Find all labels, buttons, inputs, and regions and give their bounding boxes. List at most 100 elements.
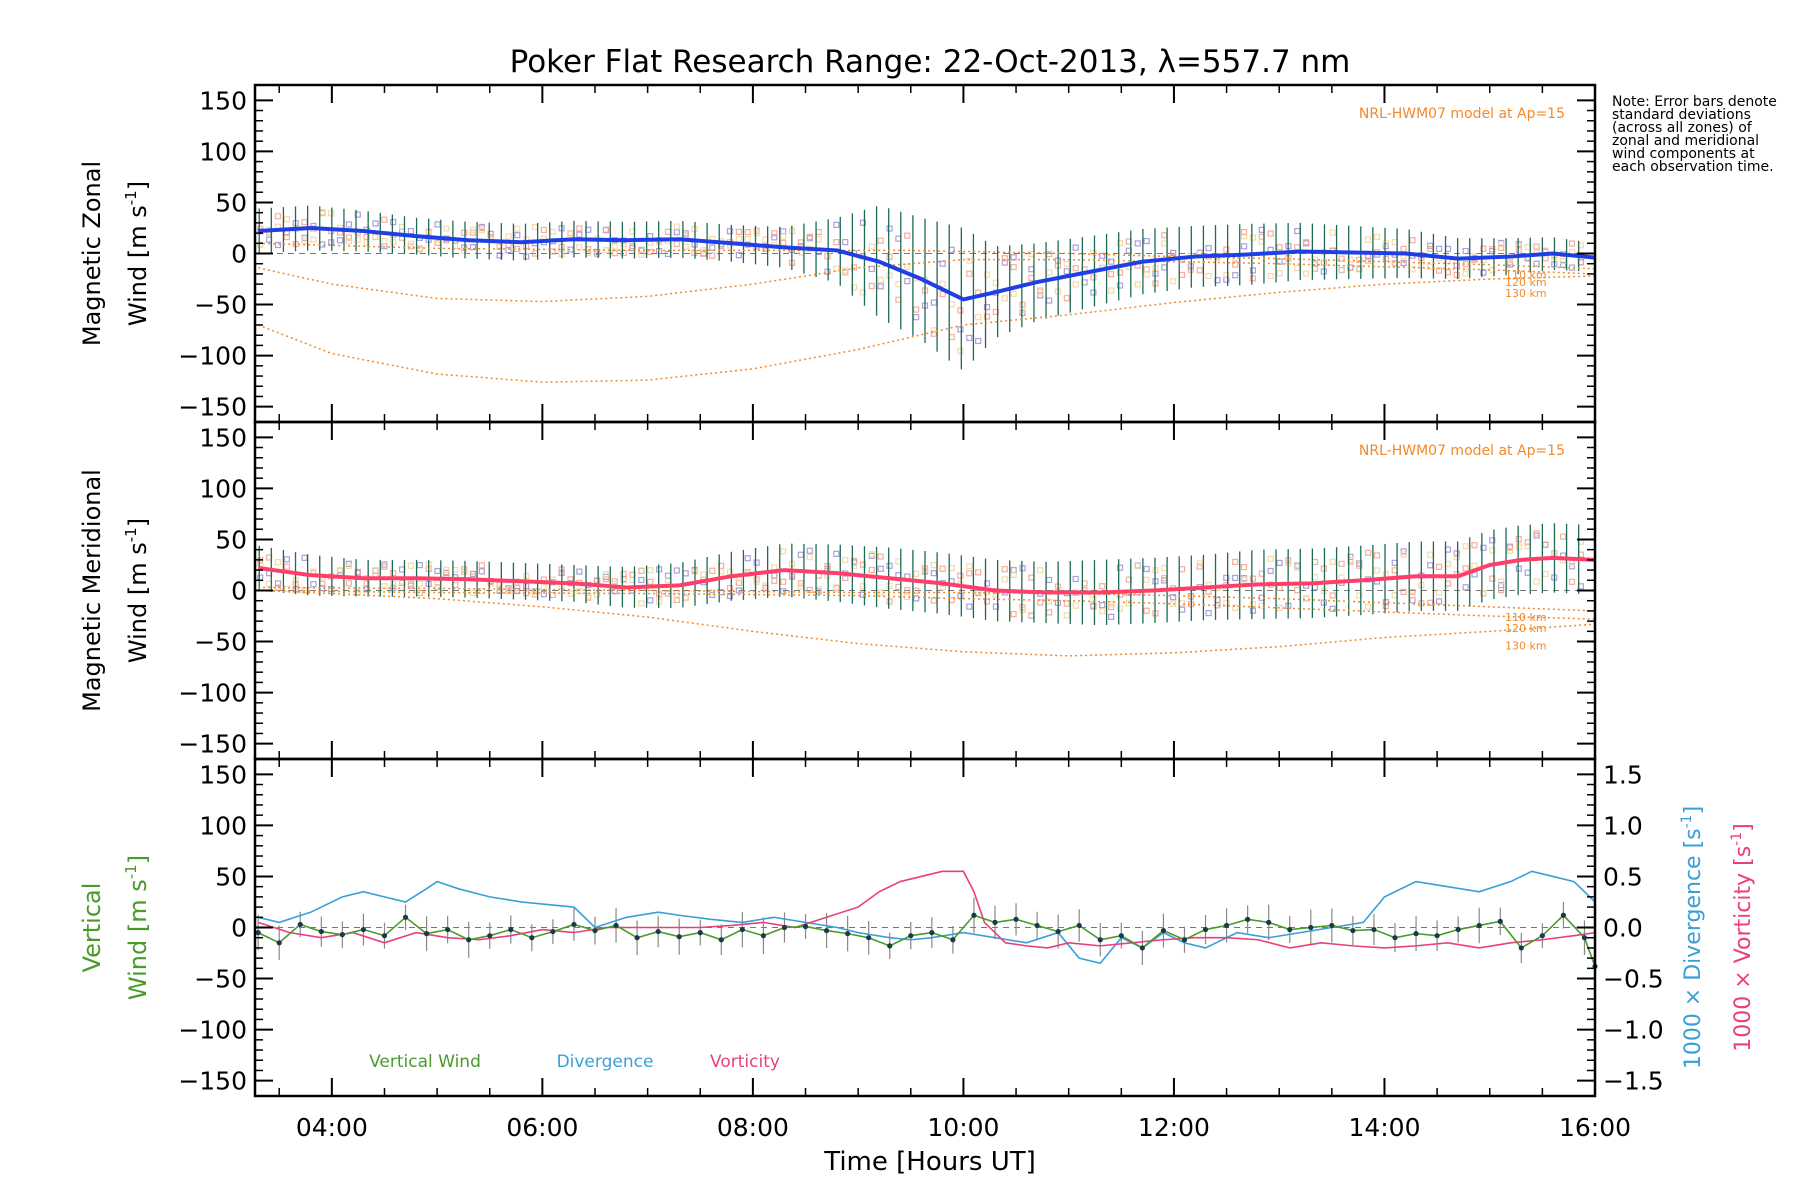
- scatter-point: [983, 313, 991, 320]
- scatter-point: [1001, 295, 1008, 302]
- scatter-point: [833, 550, 840, 557]
- scatter-point: [1276, 270, 1283, 277]
- y-tick-label: 150: [199, 423, 247, 452]
- scatter-point: [274, 559, 282, 566]
- vertical-wind-point: [781, 924, 788, 931]
- y-tick-label: 50: [215, 862, 247, 891]
- scatter-point: [1019, 301, 1026, 308]
- scatter-point: [1515, 242, 1522, 249]
- model-altitude-label: 130 km: [1505, 639, 1547, 652]
- legend-item: Divergence: [557, 1052, 654, 1072]
- scatter-point: [833, 239, 840, 246]
- scatter-point: [1462, 543, 1469, 550]
- scatter-point: [868, 282, 875, 290]
- scatter-point: [975, 569, 982, 576]
- scatter-point: [398, 579, 406, 587]
- scatter-point: [966, 563, 973, 570]
- scatter-point: [939, 260, 946, 267]
- x-tick-label: 10:00: [927, 1113, 999, 1142]
- scatter-point: [416, 589, 423, 597]
- x-tick-label: 08:00: [717, 1113, 789, 1142]
- y-tick-label: 0: [231, 240, 247, 269]
- y-tick-label: −50: [194, 965, 247, 994]
- scatter-point: [1143, 237, 1150, 245]
- vertical-wind-point: [1371, 926, 1377, 933]
- scatter-point: [602, 571, 610, 578]
- scatter-point: [1232, 261, 1239, 268]
- scatter-point: [842, 238, 849, 246]
- scatter-point: [957, 592, 964, 600]
- scatter-point: [975, 337, 982, 345]
- y2-tick-label: 0.5: [1603, 862, 1643, 891]
- scatter-point: [647, 248, 654, 256]
- scatter-point: [1196, 563, 1203, 570]
- scatter-point: [1542, 541, 1549, 548]
- scatter-point: [1303, 270, 1310, 277]
- vertical-wind-point: [402, 914, 409, 920]
- scatter-point: [780, 228, 787, 235]
- vertical-wind-point: [1497, 918, 1503, 924]
- y2-tick-label: −0.5: [1603, 965, 1664, 994]
- scatter-point: [957, 307, 964, 314]
- scatter-point: [1560, 258, 1567, 265]
- scatter-point: [514, 232, 521, 239]
- scatter-point: [1090, 602, 1097, 609]
- scatter-point: [1116, 282, 1124, 289]
- vertical-wind-point: [634, 935, 640, 941]
- scatter-point: [771, 572, 778, 579]
- scatter-point: [1382, 571, 1389, 578]
- scatter-point: [602, 226, 610, 233]
- scatter-point: [1143, 266, 1150, 273]
- scatter-point: [1294, 227, 1301, 235]
- scatter-point: [992, 279, 1000, 286]
- scatter-point: [1240, 575, 1248, 582]
- scatter-point: [1382, 255, 1389, 262]
- scatter-point: [469, 244, 477, 251]
- y-tick-label: −150: [178, 730, 247, 759]
- scatter-point: [593, 250, 601, 257]
- scatter-point: [1462, 270, 1469, 277]
- scatter-point: [1232, 272, 1239, 279]
- scatter-point: [372, 567, 379, 574]
- scatter-point: [478, 588, 485, 595]
- model-label: NRL-HWM07 model at Ap=15: [1359, 106, 1565, 122]
- scatter-point: [992, 308, 1000, 315]
- scatter-point: [850, 264, 858, 271]
- meridional-wind-line: [257, 555, 1596, 595]
- vertical-wind-point: [318, 928, 324, 935]
- x-tick-label: 12:00: [1138, 1113, 1210, 1142]
- vertical-wind-point: [613, 922, 619, 929]
- vertical-wind-point: [1287, 926, 1293, 933]
- scatter-point: [673, 240, 680, 248]
- scatter-point: [913, 306, 920, 313]
- scatter-point: [1090, 274, 1097, 281]
- scatter-point: [1276, 244, 1283, 251]
- scatter-point: [700, 247, 707, 254]
- scatter-point: [1435, 563, 1443, 570]
- scatter-point: [1329, 229, 1336, 236]
- scatter-point: [753, 578, 760, 585]
- scatter-point: [1515, 565, 1522, 572]
- y-tick-label: 0: [231, 914, 247, 943]
- scatter-point: [957, 572, 964, 579]
- scatter-point: [1267, 567, 1274, 575]
- scatter-point: [780, 233, 787, 240]
- scatter-point: [1072, 575, 1079, 583]
- vertical-wind-point: [887, 943, 893, 949]
- scatter-point: [1001, 576, 1008, 583]
- scatter-point: [1294, 587, 1301, 594]
- scatter-point: [1356, 256, 1363, 263]
- scatter-point: [328, 210, 335, 217]
- scatter-point: [709, 567, 716, 574]
- vertical-wind-point: [1476, 922, 1482, 929]
- scatter-point: [345, 562, 352, 569]
- scatter-point: [1338, 255, 1345, 262]
- y-tick-label: −150: [178, 1067, 247, 1096]
- y2-tick-label: 1.0: [1603, 811, 1643, 840]
- scatter-point: [673, 223, 680, 230]
- scatter-point: [638, 251, 645, 258]
- scatter-point: [390, 218, 397, 226]
- scatter-point: [283, 585, 290, 592]
- scatter-point: [780, 239, 787, 246]
